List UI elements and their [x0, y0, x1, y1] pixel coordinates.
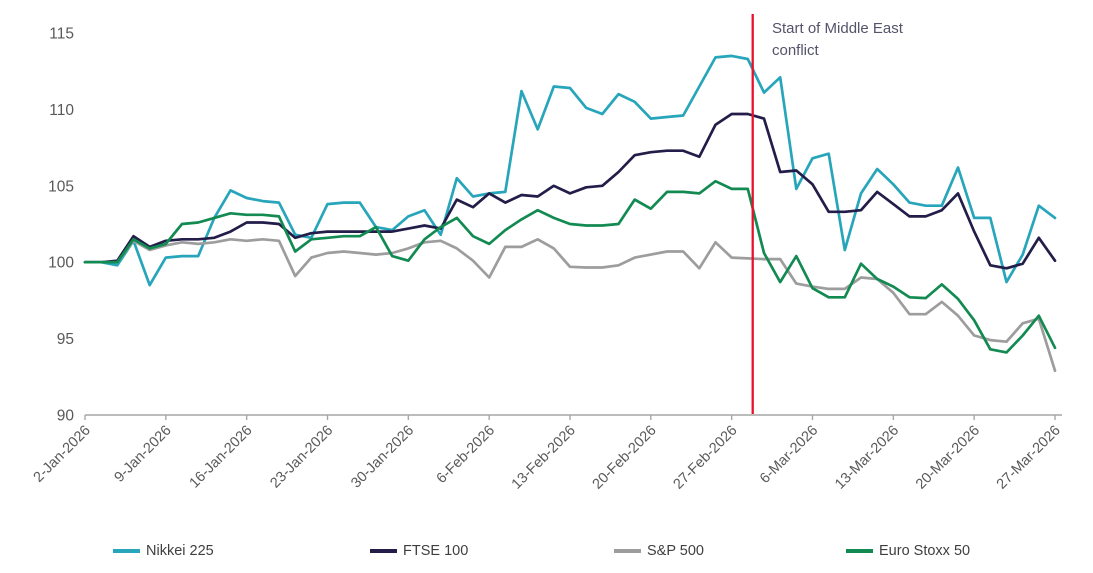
x-axis-tick-label: 20-Mar-2026	[913, 423, 983, 493]
legend-label: Euro Stoxx 50	[879, 543, 971, 559]
y-axis-tick-label: 110	[49, 102, 74, 119]
nikkei-225-line-swatch-icon	[113, 549, 140, 553]
x-axis-tick-label: 6-Feb-2026	[434, 423, 498, 487]
legend-item-euro-stoxx-50: Euro Stoxx 50	[846, 540, 970, 562]
x-axis-tick-label: 6-Mar-2026	[757, 423, 821, 487]
event-annotation-text: Start of Middle East conflict	[772, 20, 903, 59]
y-axis-tick-label: 95	[57, 331, 74, 348]
y-axis-tick-label: 90	[57, 408, 75, 425]
x-axis-tick-label: 13-Mar-2026	[832, 423, 902, 493]
euro-stoxx-50-line-swatch-icon	[846, 549, 873, 553]
legend-label: S&P 500	[647, 543, 704, 559]
x-axis-tick-label: 27-Mar-2026	[994, 423, 1064, 493]
series-line-ftse-100	[83, 112, 1057, 270]
sp-500-line-swatch-icon	[614, 549, 641, 553]
legend-item-nikkei-225: Nikkei 225	[113, 540, 214, 562]
legend-label: FTSE 100	[403, 543, 469, 559]
y-axis-tick-label: 115	[49, 26, 74, 43]
series-line-s-p-500	[83, 237, 1057, 373]
chart-legend: Nikkei 225 FTSE 100 S&P 500 Euro Stoxx 5…	[0, 540, 1093, 564]
y-axis-tick-label: 105	[48, 178, 74, 195]
ftse-100-line-swatch-icon	[370, 549, 397, 553]
x-axis-tick-label: 13-Feb-2026	[509, 423, 579, 493]
legend-item-ftse-100: FTSE 100	[370, 540, 468, 562]
x-axis-tick-label: 2-Jan-2026	[31, 423, 94, 486]
legend-item-sp-500: S&P 500	[614, 540, 704, 562]
x-axis-tick-label: 20-Feb-2026	[590, 423, 660, 493]
x-axis-tick-label: 30-Jan-2026	[348, 423, 417, 492]
legend-label: Nikkei 225	[146, 543, 214, 559]
x-axis-tick-label: 23-Jan-2026	[267, 423, 336, 492]
x-axis-tick-label: 27-Feb-2026	[670, 423, 740, 493]
y-axis-tick-label: 100	[48, 255, 74, 272]
series-line-euro-stoxx-50	[83, 179, 1057, 354]
x-axis-tick-label: 9-Jan-2026	[111, 423, 174, 486]
x-axis-tick-label: 16-Jan-2026	[187, 423, 256, 492]
series-line-nikkei-225	[83, 54, 1057, 287]
